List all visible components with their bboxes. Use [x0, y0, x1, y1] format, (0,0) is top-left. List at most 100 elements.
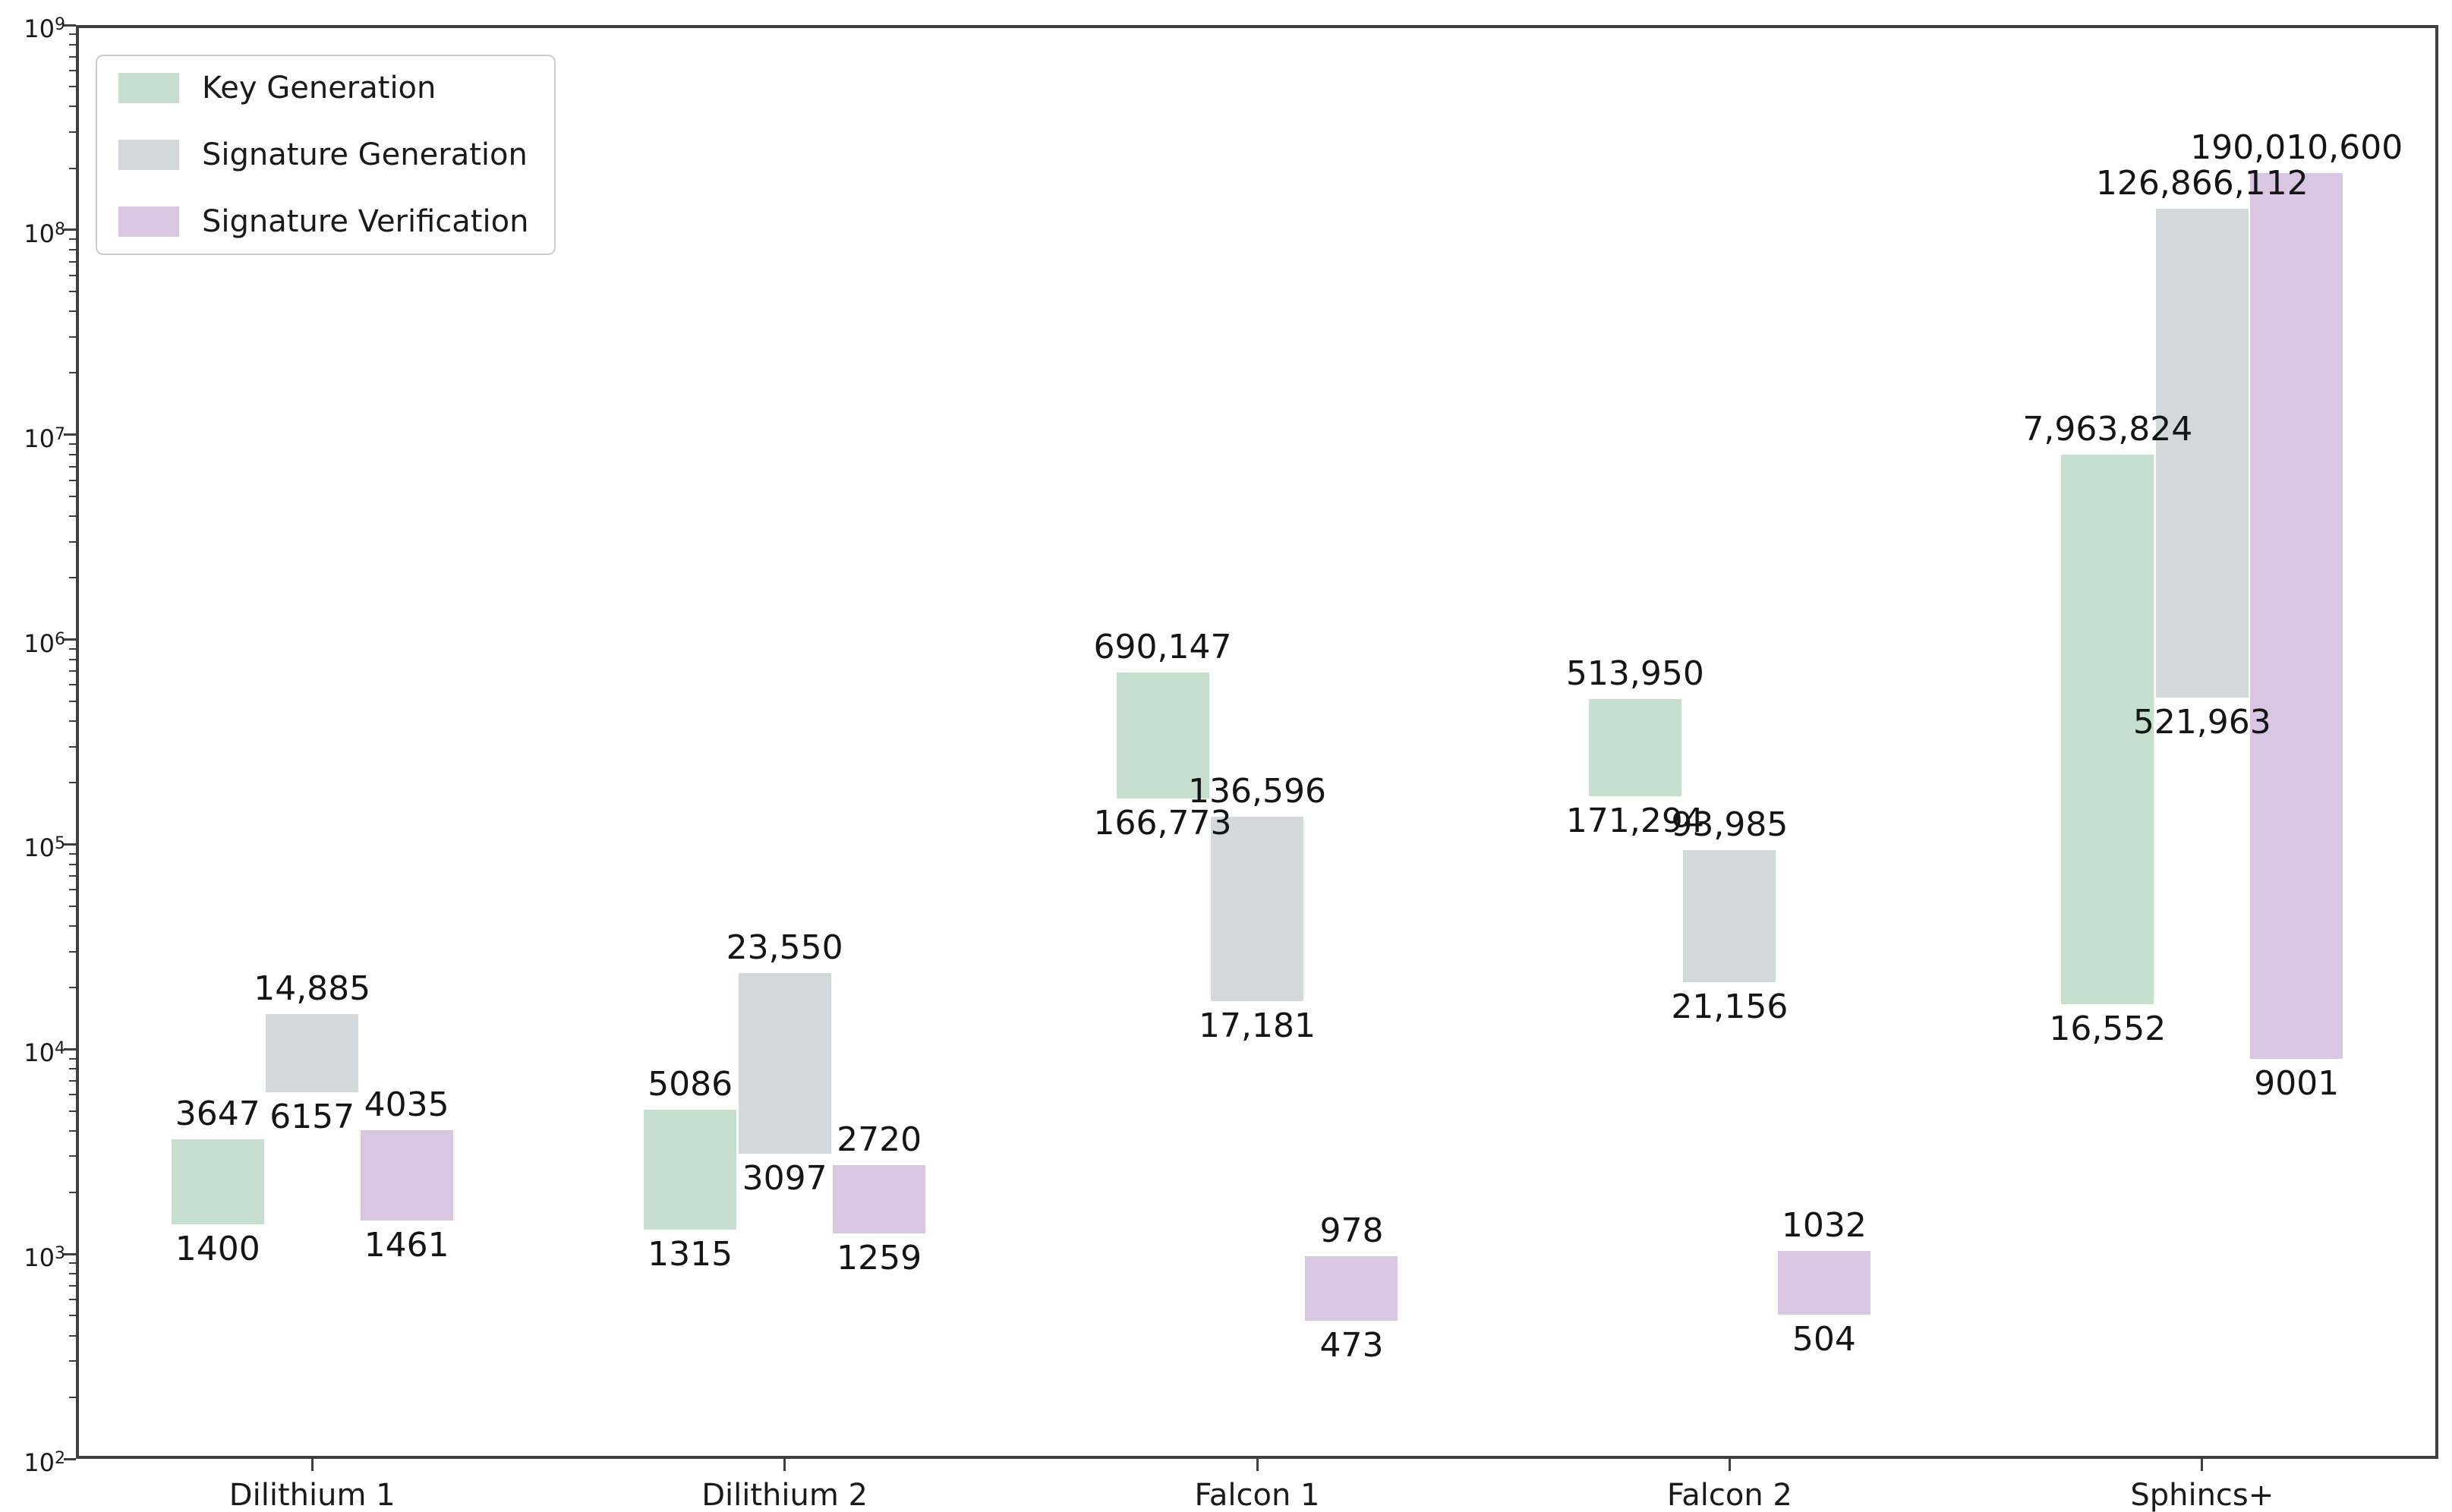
- y-axis-major-tick: [64, 24, 76, 27]
- y-axis-minor-tick: [69, 1262, 76, 1265]
- y-axis-minor-tick: [69, 852, 76, 855]
- y-axis-minor-tick: [69, 33, 76, 36]
- y-axis-minor-tick: [69, 106, 76, 108]
- y-axis-minor-tick: [69, 310, 76, 313]
- y-axis-minor-tick: [69, 1094, 76, 1096]
- y-axis-minor-tick: [69, 1068, 76, 1070]
- y-axis-major-tick: [64, 1047, 76, 1051]
- y-axis-minor-tick: [69, 69, 76, 71]
- bar-min-value-label: 3097: [742, 1158, 827, 1198]
- range-bar: [1116, 673, 1209, 799]
- range-bar: [1683, 849, 1776, 983]
- bar-min-value-label: 1400: [175, 1229, 260, 1268]
- range-bar: [738, 972, 831, 1154]
- y-axis-minor-tick: [69, 658, 76, 660]
- bar-max-value-label: 1032: [1781, 1206, 1867, 1246]
- y-axis-minor-tick: [69, 372, 76, 374]
- y-axis-minor-tick: [69, 1284, 76, 1287]
- y-axis-minor-tick: [69, 925, 76, 927]
- range-bar: [2155, 208, 2249, 698]
- range-bar: [833, 1164, 926, 1234]
- range-bar: [171, 1139, 264, 1224]
- y-axis-minor-tick: [69, 1315, 76, 1317]
- y-axis-tick-label: 105: [24, 833, 65, 863]
- bar-max-value-label: 93,985: [1671, 805, 1789, 844]
- y-axis-minor-tick: [69, 291, 76, 293]
- y-axis-tick-label: 107: [24, 424, 65, 453]
- bar-max-value-label: 136,596: [1188, 771, 1326, 811]
- y-axis-minor-tick: [69, 131, 76, 134]
- y-axis-minor-tick: [69, 86, 76, 88]
- y-axis-tick-label: 109: [24, 14, 65, 43]
- y-axis-major-tick: [64, 843, 76, 846]
- bar-min-value-label: 6157: [269, 1098, 355, 1137]
- y-axis-minor-tick: [69, 443, 76, 446]
- y-axis-minor-tick: [69, 1057, 76, 1060]
- x-axis-category-label: Sphincs+: [2130, 1478, 2274, 1512]
- y-axis-minor-tick: [69, 1129, 76, 1132]
- bar-min-value-label: 16,552: [2049, 1010, 2167, 1049]
- range-bar: [360, 1129, 453, 1221]
- bar-min-value-label: 171,294: [1565, 802, 1704, 841]
- bar-max-value-label: 7,963,824: [2022, 410, 2193, 449]
- range-bar: [1588, 698, 1681, 797]
- bar-min-value-label: 21,156: [1671, 988, 1789, 1027]
- bar-max-value-label: 690,147: [1093, 628, 1232, 667]
- range-bar: [1305, 1255, 1398, 1321]
- x-axis-category-label: Dilithium 2: [701, 1478, 868, 1512]
- legend-item-label: Key Generation: [202, 71, 437, 106]
- bar-max-value-label: 3647: [175, 1094, 260, 1133]
- legend-item: Signature Verification: [118, 205, 528, 238]
- y-axis-minor-tick: [69, 863, 76, 865]
- y-axis-major-tick: [64, 1252, 76, 1255]
- range-bar: [1777, 1251, 1871, 1315]
- range-bar: [266, 1013, 359, 1093]
- x-axis-tick: [783, 1459, 786, 1471]
- y-axis-minor-tick: [69, 495, 76, 497]
- plot-area: [76, 25, 2438, 1459]
- x-axis-tick: [1256, 1459, 1259, 1471]
- y-axis-tick-label: 103: [24, 1243, 65, 1273]
- y-axis-tick-label: 108: [24, 219, 65, 248]
- y-axis-minor-tick: [69, 875, 76, 877]
- y-axis-minor-tick: [69, 950, 76, 953]
- x-axis-tick: [2201, 1459, 2204, 1471]
- legend-color-swatch: [118, 73, 179, 103]
- y-axis-minor-tick: [69, 905, 76, 907]
- range-bar: [644, 1109, 737, 1230]
- bar-min-value-label: 166,773: [1093, 804, 1232, 843]
- bar-min-value-label: 1461: [364, 1225, 449, 1265]
- bar-max-value-label: 190,010,600: [2190, 128, 2403, 167]
- y-axis-minor-tick: [69, 782, 76, 784]
- bar-max-value-label: 14,885: [254, 969, 371, 1008]
- bar-min-value-label: 17,181: [1199, 1006, 1316, 1045]
- y-axis-minor-tick: [69, 44, 76, 46]
- x-axis-tick: [310, 1459, 314, 1471]
- bar-max-value-label: 5086: [648, 1064, 733, 1104]
- y-axis-minor-tick: [69, 55, 76, 58]
- y-axis-tick-label: 102: [24, 1448, 65, 1477]
- legend-item-label: Signature Generation: [202, 137, 528, 172]
- y-axis-major-tick: [64, 1457, 76, 1460]
- legend-color-swatch: [118, 206, 179, 237]
- y-axis-minor-tick: [69, 1110, 76, 1112]
- bar-max-value-label: 513,950: [1565, 654, 1704, 693]
- x-axis-tick: [1728, 1459, 1731, 1471]
- y-axis-minor-tick: [69, 700, 76, 702]
- range-bar: [2250, 172, 2343, 1059]
- y-axis-minor-tick: [69, 335, 76, 338]
- bar-min-value-label: 521,963: [2132, 702, 2271, 742]
- y-axis-minor-tick: [69, 889, 76, 891]
- y-axis-minor-tick: [69, 249, 76, 250]
- y-axis-minor-tick: [69, 1080, 76, 1082]
- y-axis-minor-tick: [69, 238, 76, 241]
- legend-item: Key Generation: [118, 71, 528, 105]
- y-axis-minor-tick: [69, 1360, 76, 1362]
- range-bar: [2061, 455, 2154, 1005]
- y-axis-minor-tick: [69, 670, 76, 673]
- y-axis-minor-tick: [69, 1334, 76, 1337]
- y-axis-minor-tick: [69, 260, 76, 263]
- y-axis-minor-tick: [69, 1273, 76, 1275]
- legend-item-label: Signature Verification: [202, 204, 529, 239]
